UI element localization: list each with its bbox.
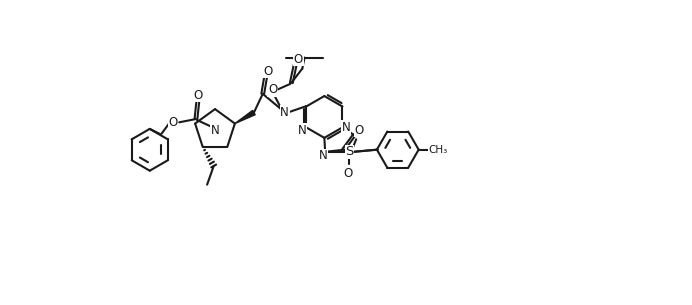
- Text: S: S: [345, 145, 354, 158]
- Text: N: N: [210, 124, 219, 137]
- Text: CH₃: CH₃: [428, 145, 448, 155]
- Text: N: N: [280, 106, 289, 119]
- Text: O: O: [263, 65, 273, 78]
- Text: N: N: [319, 149, 327, 162]
- Text: O: O: [268, 83, 277, 96]
- Text: N: N: [342, 121, 351, 134]
- Text: O: O: [169, 116, 178, 129]
- Text: O: O: [354, 124, 364, 137]
- Text: O: O: [193, 89, 203, 102]
- Text: O: O: [344, 167, 353, 180]
- Text: N: N: [298, 124, 307, 137]
- Polygon shape: [235, 110, 255, 124]
- Text: O: O: [293, 53, 303, 66]
